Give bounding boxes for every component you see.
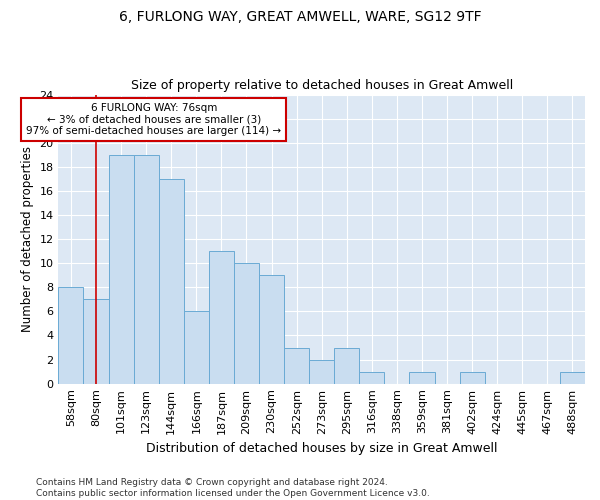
- Bar: [334, 348, 359, 384]
- Bar: [234, 263, 259, 384]
- Bar: [460, 372, 485, 384]
- Bar: [134, 155, 159, 384]
- Bar: [209, 251, 234, 384]
- Bar: [159, 179, 184, 384]
- Bar: [309, 360, 334, 384]
- Text: 6 FURLONG WAY: 76sqm
← 3% of detached houses are smaller (3)
97% of semi-detache: 6 FURLONG WAY: 76sqm ← 3% of detached ho…: [26, 103, 281, 136]
- Text: Contains HM Land Registry data © Crown copyright and database right 2024.
Contai: Contains HM Land Registry data © Crown c…: [36, 478, 430, 498]
- Bar: [184, 312, 209, 384]
- Y-axis label: Number of detached properties: Number of detached properties: [21, 146, 34, 332]
- Title: Size of property relative to detached houses in Great Amwell: Size of property relative to detached ho…: [131, 79, 513, 92]
- Text: 6, FURLONG WAY, GREAT AMWELL, WARE, SG12 9TF: 6, FURLONG WAY, GREAT AMWELL, WARE, SG12…: [119, 10, 481, 24]
- Bar: [284, 348, 309, 384]
- X-axis label: Distribution of detached houses by size in Great Amwell: Distribution of detached houses by size …: [146, 442, 497, 455]
- Bar: [58, 288, 83, 384]
- Bar: [83, 300, 109, 384]
- Bar: [409, 372, 434, 384]
- Bar: [560, 372, 585, 384]
- Bar: [109, 155, 134, 384]
- Bar: [259, 276, 284, 384]
- Bar: [359, 372, 385, 384]
